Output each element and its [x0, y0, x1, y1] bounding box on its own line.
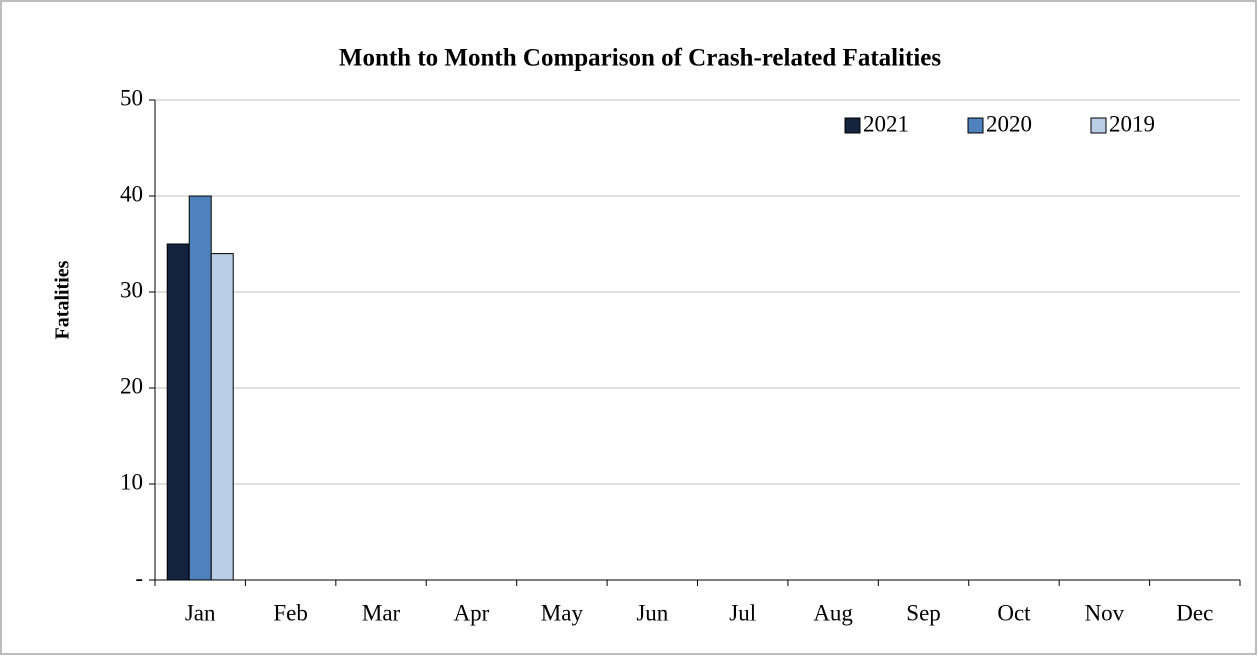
x-tick-label: Jun — [636, 600, 668, 625]
x-tick-label: May — [541, 600, 584, 625]
legend-swatch — [1090, 117, 1107, 134]
y-tick-label: 30 — [120, 277, 143, 302]
y-tick-label: 40 — [120, 181, 143, 206]
y-tick-label: 10 — [120, 469, 143, 494]
y-tick-label: - — [135, 565, 143, 590]
chart-title: Month to Month Comparison of Crash-relat… — [339, 45, 942, 72]
legend-label: 2020 — [986, 111, 1032, 136]
x-tick-label: Dec — [1176, 600, 1213, 625]
x-tick-label: Apr — [454, 600, 490, 625]
x-tick-label: Nov — [1085, 600, 1125, 625]
y-axis-label: Fatalities — [52, 260, 74, 339]
legend-swatch — [844, 117, 861, 134]
x-tick-label: Jul — [729, 600, 756, 625]
bar — [210, 253, 234, 581]
x-tick-label: Oct — [997, 600, 1031, 625]
y-tick-label: 50 — [120, 85, 143, 110]
x-tick-label: Sep — [906, 600, 941, 625]
x-tick-label: Feb — [273, 600, 308, 625]
x-tick-label: Mar — [362, 600, 401, 625]
x-tick-label: Aug — [813, 600, 853, 625]
bar — [166, 243, 190, 581]
x-tick-label: Jan — [185, 600, 216, 625]
y-tick-label: 20 — [120, 373, 143, 398]
legend-swatch — [967, 117, 984, 134]
bar — [188, 195, 212, 581]
legend-label: 2019 — [1109, 111, 1155, 136]
legend-label: 2021 — [863, 111, 909, 136]
